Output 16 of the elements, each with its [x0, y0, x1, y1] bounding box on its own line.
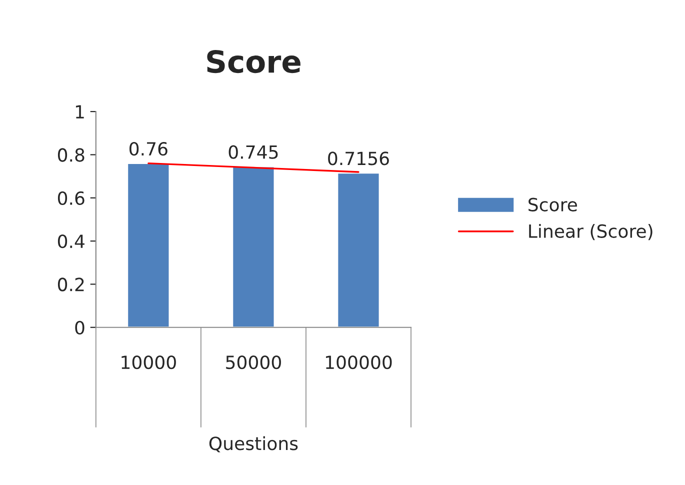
data-label: 0.7156: [328, 152, 389, 166]
y-tick-label: 0.4: [58, 234, 84, 248]
x-tick-label: 50000: [226, 355, 281, 370]
x-axis-title: Questions: [209, 436, 298, 452]
y-tick-label: 1: [76, 105, 84, 118]
y-tick-label: 0.6: [58, 191, 84, 205]
data-label: 0.745: [228, 145, 278, 159]
legend-label: Linear (Score): [529, 224, 652, 240]
data-label: 0.76: [130, 142, 168, 156]
y-tick-label: 0: [75, 320, 84, 334]
x-tick-label: 10000: [122, 355, 176, 370]
x-tick-label: 100000: [326, 355, 392, 370]
chart-title: Score: [207, 50, 300, 74]
y-tick-label: 0.2: [58, 278, 84, 292]
y-tick-label: 0.8: [58, 148, 84, 162]
legend-label: Score: [528, 198, 577, 212]
